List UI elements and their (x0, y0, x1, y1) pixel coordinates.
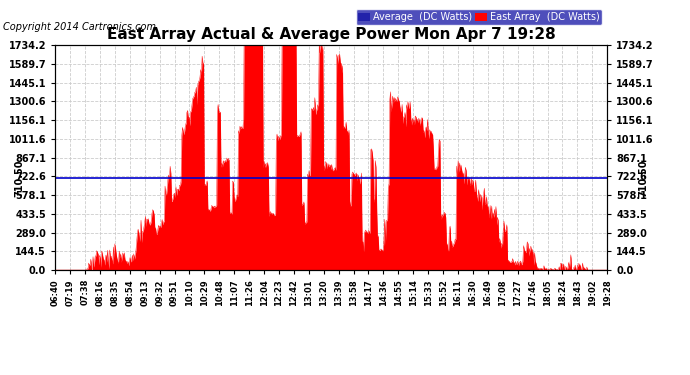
Text: 710.50: 710.50 (638, 159, 648, 196)
Title: East Array Actual & Average Power Mon Apr 7 19:28: East Array Actual & Average Power Mon Ap… (107, 27, 555, 42)
Text: Copyright 2014 Cartronics.com: Copyright 2014 Cartronics.com (3, 22, 157, 32)
Text: 710.50: 710.50 (14, 159, 24, 196)
Legend: Average  (DC Watts), East Array  (DC Watts): Average (DC Watts), East Array (DC Watts… (355, 9, 602, 25)
